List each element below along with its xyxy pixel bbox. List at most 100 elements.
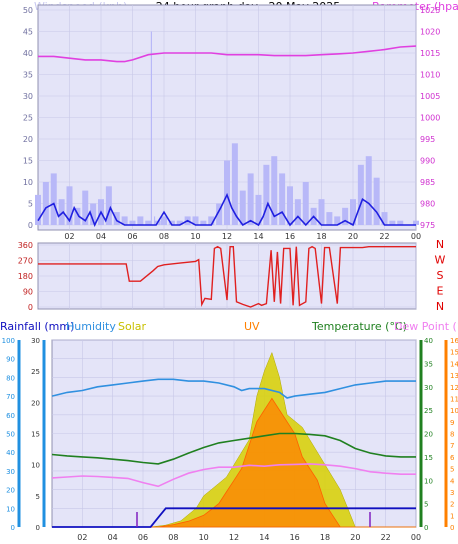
legend-temperature: Temperature (°C)	[311, 320, 407, 333]
y-tick-label: 30	[6, 468, 15, 476]
x-tick-label: 12	[229, 533, 239, 542]
x-tick-label: 16	[285, 232, 295, 241]
gust-bar	[42, 182, 49, 225]
y-tick-label: 0	[28, 221, 33, 230]
y-tick-label: 10	[450, 407, 458, 415]
y-tick-label: 14	[450, 360, 458, 368]
x-tick-label: 02	[64, 232, 74, 241]
gust-bar	[35, 194, 41, 225]
x-tick-label: 16	[290, 533, 300, 542]
y-tick-label: 16	[450, 337, 458, 345]
compass-label: N	[436, 238, 444, 251]
y-tick-label: 5	[424, 501, 428, 509]
gust-bar	[413, 220, 419, 225]
gust-bar	[287, 186, 293, 225]
y-tick-label: 35	[424, 360, 433, 368]
x-tick-label: 18	[320, 533, 330, 542]
y-tick-label: 980	[420, 200, 435, 209]
y-tick-label: 50	[6, 431, 15, 439]
gust-bar	[302, 182, 309, 225]
y-tick-label: 15	[450, 349, 458, 357]
y-tick-label: 10	[6, 505, 15, 513]
gust-bar	[326, 212, 333, 225]
gust-bar	[150, 31, 152, 225]
y-tick-label: 15	[23, 157, 33, 166]
gust-bar	[200, 220, 207, 225]
gust-bar	[271, 156, 278, 225]
uv-area	[52, 397, 416, 528]
y-tick-label: 80	[6, 374, 15, 382]
y-tick-label: 25	[31, 368, 40, 376]
legend-uv: UV	[244, 320, 260, 333]
y-tick-label: 20	[6, 487, 15, 495]
gust-bar	[82, 190, 89, 225]
x-tick-label: 02	[77, 533, 87, 542]
y-tick-label: 985	[420, 178, 435, 187]
y-tick-label: 1	[450, 512, 454, 520]
x-tick-label: 08	[168, 533, 178, 542]
y-tick-label: 12	[450, 384, 458, 392]
y-tick-label: 90	[23, 288, 33, 297]
compass-label: W	[435, 254, 446, 267]
y-tick-label: 35	[23, 71, 33, 80]
x-tick-label: 10	[199, 533, 209, 542]
y-tick-label: 0	[36, 524, 40, 532]
gust-bar	[231, 143, 238, 225]
gust-bar	[121, 216, 128, 225]
rain-x-ticks: 02 04 06 08 10 12 14 16 18 20 22 00	[77, 533, 421, 542]
gust-bar	[90, 203, 97, 225]
gust-bar	[247, 173, 254, 225]
compass-label: S	[437, 269, 444, 282]
x-tick-label: 22	[381, 533, 391, 542]
y-tick-label: 30	[23, 92, 33, 101]
dewpoint-line	[51, 463, 416, 488]
gust-bar	[381, 212, 388, 225]
gust-bar	[342, 207, 349, 225]
gust-bar	[176, 220, 183, 225]
temp-ticks: 0 5 10 15 20 25 30 35 40	[424, 337, 433, 532]
gust-bar	[192, 216, 199, 225]
x-tick-label: 20	[350, 533, 360, 542]
legend-dewpoint: Dew Point (°C)	[394, 320, 458, 333]
x-tick-label: 00	[411, 533, 421, 542]
y-tick-label: 40	[6, 449, 15, 457]
direction-grid	[38, 243, 417, 309]
y-tick-label: 270	[18, 257, 33, 266]
y-tick-label: 15	[424, 454, 433, 462]
gust-bar	[137, 216, 144, 225]
y-tick-label: 10	[424, 477, 433, 485]
gust-bar	[350, 199, 356, 225]
barometer-line	[38, 45, 417, 63]
gust-bar	[263, 164, 270, 225]
y-tick-label: 20	[23, 135, 33, 144]
legend-solar: Solar	[118, 320, 147, 333]
y-tick-label: 30	[424, 384, 433, 392]
y-tick-label: 20	[31, 399, 40, 407]
y-tick-label: 11	[450, 395, 458, 403]
x-tick-label: 18	[316, 232, 326, 241]
y-tick-label: 100	[2, 337, 15, 345]
gust-bar	[294, 199, 301, 225]
y-tick-label: 5	[36, 493, 40, 501]
gust-bar	[373, 177, 380, 225]
wind-direction-line	[38, 245, 416, 308]
gust-bar	[389, 220, 396, 225]
y-tick-label: 5	[450, 466, 454, 474]
humidity-line	[51, 378, 416, 399]
rainfall-line	[52, 507, 416, 528]
gust-bar	[397, 220, 404, 225]
gust-bar	[224, 160, 230, 225]
y-tick-label: 1020	[420, 28, 440, 37]
y-tick-label: 360	[18, 241, 33, 250]
y-tick-label: 0	[424, 524, 428, 532]
gust-bar	[279, 173, 286, 225]
x-tick-label: 00	[411, 232, 421, 241]
y-tick-label: 30	[31, 337, 40, 345]
gust-bar	[318, 199, 325, 225]
y-tick-label: 0	[11, 524, 15, 532]
gust-bar	[208, 216, 215, 225]
y-tick-label: 995	[420, 135, 435, 144]
gust-bar	[105, 186, 112, 225]
gust-bar	[357, 164, 364, 225]
y-tick-label: 1005	[420, 92, 440, 101]
